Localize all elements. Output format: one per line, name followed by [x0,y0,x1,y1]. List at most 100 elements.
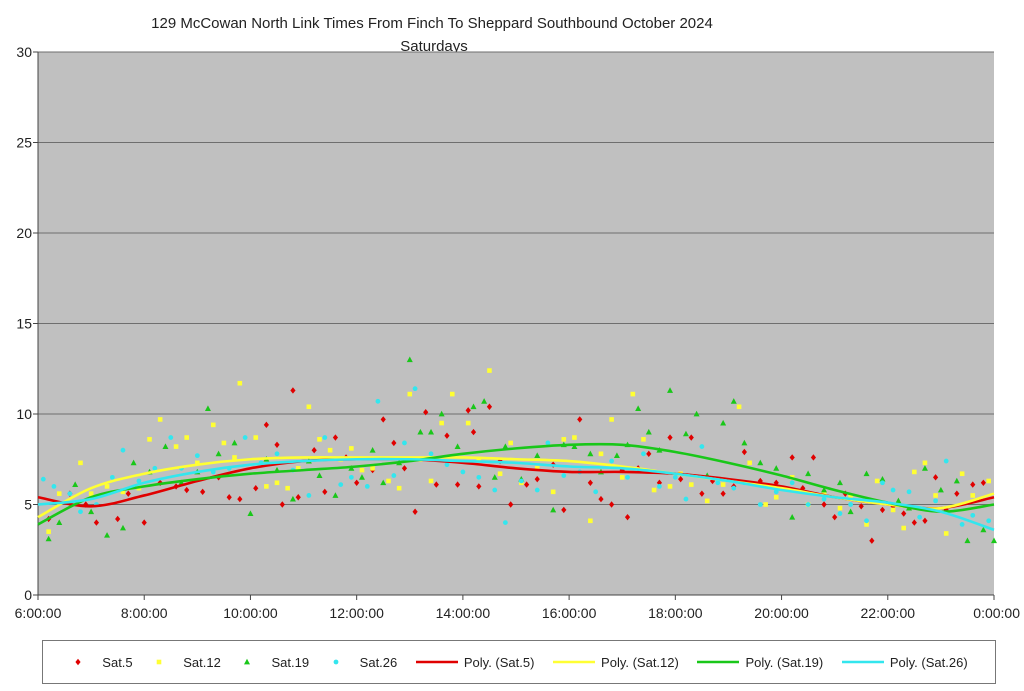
data-point [699,444,705,449]
legend-marker-swatch [328,656,354,668]
data-point [317,437,322,442]
data-point [805,502,811,507]
data-point [428,451,434,457]
data-point [678,475,684,483]
data-point [194,453,200,459]
data-point [72,481,79,487]
data-point [890,487,896,493]
data-point [439,420,444,426]
legend-item: Sat.26 [328,654,398,670]
legend-label: Poly. (Sat.5) [463,654,535,670]
data-point [932,474,939,481]
data-point [587,450,594,457]
grid-lines [38,51,994,505]
data-point [757,502,763,507]
legend-marker-swatch [151,656,177,668]
data-point [253,435,259,440]
data-point [954,490,960,497]
data-point [349,446,354,451]
data-point [184,435,190,440]
data-point [56,491,62,496]
data-point [937,486,944,493]
data-point [221,440,227,446]
data-point [848,493,853,498]
data-point [391,473,397,478]
data-point [465,407,471,414]
data-point [40,476,46,482]
data-point [338,482,344,487]
data-point [508,501,514,508]
data-point [380,479,387,486]
data-point [322,435,328,440]
data-point [890,507,896,513]
data-point [486,403,493,410]
axes: 0 5 10 15 20 25 30 6:00:00 8:00:00 10:00:00 12:00:… [15,44,1021,621]
data-point [454,443,461,449]
x-tick-label: 14:00:00 [436,605,491,621]
legend-item: Poly. (Sat.12) [553,655,679,670]
legend-label: Poly. (Sat.26) [889,654,968,670]
data-point [157,417,163,422]
data-point [922,460,928,466]
data-point [508,440,513,446]
data-point [247,510,254,516]
legend-item: Sat.5 [70,655,133,670]
data-point [667,434,673,441]
data-point [789,480,795,486]
trend-line-4 [37,457,995,532]
data-point [874,478,880,484]
data-point [864,518,869,524]
legend-label: Sat.19 [271,654,310,670]
data-point [646,450,652,458]
data-point [226,494,232,501]
data-point [263,421,269,429]
data-point [290,387,296,394]
data-point [423,408,429,416]
data-point [848,502,853,507]
legend-label: Sat.26 [359,654,398,670]
data-point [561,473,567,478]
data-point [454,481,461,488]
data-point [295,466,301,471]
data-point [693,410,700,417]
data-point [104,532,111,538]
data-point [953,477,960,484]
data-point [741,448,747,456]
data-point [630,391,636,397]
data-point [609,417,614,422]
data-point [720,482,726,487]
data-point [125,490,131,497]
data-point [836,479,843,486]
legend-line-swatch [553,656,596,668]
data-point [911,519,917,526]
data-point [358,474,365,480]
data-point [78,509,83,515]
data-point [922,517,928,524]
data-point [104,484,110,489]
data-point [821,491,827,496]
data-point [577,416,583,423]
data-point [609,501,615,508]
legend-item: Sat.12 [151,655,221,670]
legend-item: Poly. (Sat.5) [415,654,535,670]
data-point [136,478,142,484]
data-point [45,535,52,542]
data-point [487,368,492,373]
data-point [730,398,737,404]
data-point [295,494,301,501]
data-point [736,404,742,410]
data-point [821,496,827,502]
data-point [274,441,280,448]
x-tick-label: 8:00:00 [121,605,168,621]
data-point [747,460,752,466]
data-point [370,466,375,471]
data-point [964,537,971,544]
data-point [433,481,439,488]
x-tick-label: 0:00:00 [973,605,1020,621]
data-point [386,478,391,484]
data-point [933,493,938,498]
data-point [109,474,115,480]
data-point [119,524,126,531]
data-point [959,471,965,477]
data-point [306,404,312,410]
